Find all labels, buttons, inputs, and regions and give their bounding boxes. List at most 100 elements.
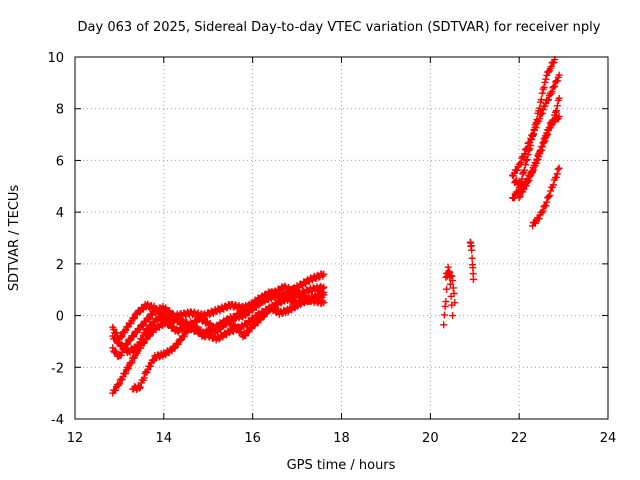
y-tick-label: 6 [56, 154, 64, 169]
data-point [320, 288, 328, 296]
series-track-7 [442, 267, 459, 307]
data-point [555, 112, 563, 120]
data-point [523, 178, 531, 186]
data-point [136, 308, 144, 316]
data-point [551, 82, 559, 90]
data-point [112, 386, 120, 394]
x-tick-label: 20 [422, 431, 439, 446]
data-point [539, 139, 547, 147]
data-point [553, 170, 561, 178]
data-point [516, 192, 524, 200]
data-point [538, 89, 546, 97]
data-point [147, 362, 155, 370]
data-point [170, 344, 178, 352]
data-point [118, 332, 126, 340]
data-point [446, 280, 454, 288]
data-point [139, 322, 147, 330]
data-point [546, 192, 554, 200]
data-point [441, 302, 449, 310]
data-point [469, 264, 477, 272]
data-point [446, 268, 454, 276]
data-point [517, 159, 525, 167]
data-point [528, 131, 536, 139]
data-point [115, 380, 123, 388]
data-point [112, 347, 120, 355]
data-point [449, 277, 457, 285]
data-point [132, 345, 140, 353]
data-point [128, 358, 136, 366]
y-axis-label: SDTVAR / TECUs [7, 185, 22, 292]
data-point [123, 340, 131, 348]
data-point [520, 150, 528, 158]
data-point [114, 338, 122, 346]
data-point [131, 314, 139, 322]
data-point [450, 289, 458, 297]
data-point [114, 381, 122, 389]
data-point [555, 71, 563, 79]
data-point [535, 215, 543, 223]
data-point [542, 202, 550, 210]
data-point [448, 272, 456, 280]
data-point [539, 207, 547, 215]
points-layer [109, 56, 563, 397]
x-tick-label: 24 [600, 431, 617, 446]
data-point [135, 384, 143, 392]
data-point [550, 59, 558, 67]
data-point [543, 198, 551, 206]
data-point [443, 285, 451, 293]
x-tick-label: 12 [67, 431, 84, 446]
data-point [520, 166, 528, 174]
data-point [140, 374, 148, 382]
data-point [440, 311, 448, 319]
data-point [117, 351, 125, 359]
data-point [127, 360, 135, 368]
data-point [242, 332, 250, 340]
data-point [136, 383, 144, 391]
data-point [183, 328, 191, 336]
y-tick-label: 4 [56, 206, 64, 221]
y-tick-label: 8 [56, 103, 64, 118]
data-point [513, 166, 521, 174]
data-point [547, 63, 555, 71]
data-point [126, 337, 134, 345]
data-point [554, 165, 562, 173]
data-point [468, 246, 476, 254]
data-point [109, 344, 117, 352]
data-point [113, 329, 121, 337]
series-track-10 [509, 71, 563, 180]
grid-layer [75, 57, 608, 419]
data-point [544, 96, 552, 104]
data-point [445, 267, 453, 275]
data-point [540, 83, 548, 91]
data-point [449, 312, 457, 320]
data-point [552, 108, 560, 116]
data-point [555, 94, 563, 102]
data-point [320, 270, 328, 278]
data-point [112, 334, 120, 342]
y-tick-label: -2 [51, 361, 64, 376]
data-point [538, 143, 546, 151]
series-track-13 [528, 164, 563, 230]
data-point [180, 332, 188, 340]
data-point [127, 320, 135, 328]
chart-title: Day 063 of 2025, Sidereal Day-to-day VTE… [78, 20, 601, 35]
data-point [524, 151, 532, 159]
x-tick-label: 14 [156, 431, 173, 446]
data-point [545, 193, 553, 201]
data-point [555, 164, 563, 172]
data-point [522, 157, 530, 165]
data-point [529, 130, 537, 138]
data-point [519, 170, 527, 178]
data-point [451, 299, 459, 307]
y-tick-label: -4 [51, 413, 64, 428]
x-axis-label: GPS time / hours [287, 458, 396, 473]
data-point [552, 173, 560, 181]
data-point [544, 96, 552, 104]
data-point [440, 321, 448, 329]
data-point [528, 167, 536, 175]
data-point [541, 134, 549, 142]
data-point [527, 171, 535, 179]
y-tick-label: 10 [47, 51, 64, 66]
series-track-5 [129, 288, 328, 393]
